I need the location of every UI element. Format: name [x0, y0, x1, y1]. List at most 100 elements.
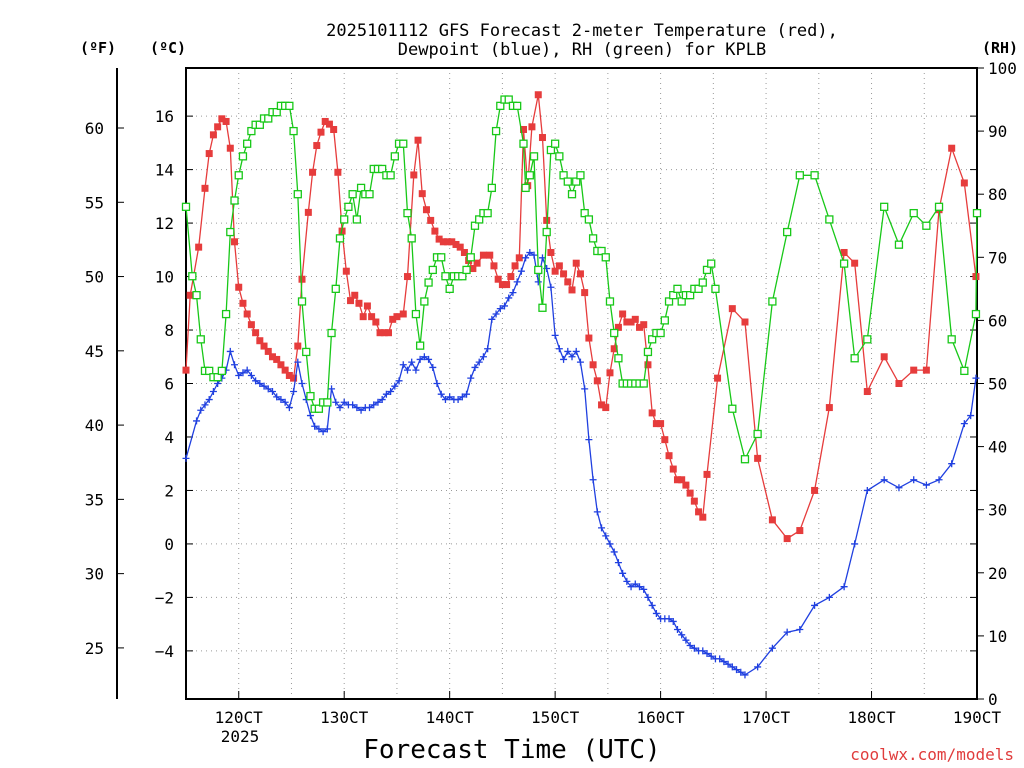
fahrenheit-tick-label: 50: [85, 268, 104, 287]
x-tick-label: 190CT: [953, 708, 1002, 727]
dewpoint-point: [353, 404, 361, 412]
rh-point: [213, 373, 222, 382]
rh-point: [580, 208, 589, 218]
dewpoint-point: [332, 398, 340, 406]
dewpoint-point: [513, 278, 521, 286]
temperature-point: [304, 208, 312, 216]
temperature-point: [389, 315, 397, 323]
temperature-point: [534, 91, 542, 99]
dewpoint-point: [840, 583, 848, 591]
rh-point: [348, 190, 357, 199]
rh-point: [563, 177, 572, 186]
temperature-point: [439, 238, 447, 246]
dewpoint-point: [585, 436, 593, 444]
rh-point: [707, 259, 716, 268]
temperature-point: [273, 355, 281, 363]
temperature-point: [486, 251, 494, 259]
dewpoint-point: [463, 390, 471, 398]
rh-point: [462, 265, 471, 275]
rh-point: [922, 221, 931, 230]
temperature-point: [252, 329, 260, 337]
dewpoint-point: [967, 412, 975, 420]
dewpoint-point: [328, 385, 336, 393]
temperature-point: [695, 508, 703, 516]
rh-point: [264, 114, 273, 123]
temperature-point: [581, 289, 589, 297]
celsius-tick-label: 8: [164, 321, 174, 340]
credit-text: coolwx.com/models: [850, 745, 1014, 764]
temperature-point: [644, 361, 652, 369]
dewpoint-point: [408, 358, 416, 366]
rh-point: [572, 177, 581, 186]
rh-point: [230, 196, 239, 205]
temperature-point: [652, 420, 660, 428]
temperature-point: [372, 318, 380, 326]
dewpoint-point: [319, 428, 327, 436]
rh-point: [740, 455, 750, 464]
rh-point: [483, 208, 492, 218]
rh-point: [487, 183, 497, 193]
dewpoint-point: [572, 347, 580, 355]
dewpoint-point: [231, 361, 239, 369]
dewpoint-point: [665, 615, 673, 623]
dewpoint-point: [547, 283, 555, 291]
dewpoint-point: [796, 625, 804, 633]
dewpoint-point: [336, 404, 344, 412]
temperature-point: [321, 117, 329, 125]
temperature-point: [473, 259, 481, 267]
dewpoint-point: [488, 315, 496, 323]
temperature-point: [399, 310, 407, 318]
rh-point: [378, 164, 387, 174]
rh-point: [504, 95, 513, 104]
temperature-point: [182, 366, 190, 374]
dewpoint-point: [610, 548, 618, 556]
temperature-point: [593, 377, 601, 385]
x-tick-label: 140CT: [426, 708, 475, 727]
rh-point: [894, 240, 904, 249]
fahrenheit-tick-label: 45: [85, 342, 104, 361]
dewpoint-point: [374, 398, 382, 406]
temperature-point: [507, 273, 515, 281]
rh-point: [664, 297, 674, 306]
rh-point: [356, 183, 366, 193]
temperature-point: [754, 454, 762, 462]
rh-point: [399, 139, 408, 148]
temperature-point: [277, 361, 285, 369]
dewpoint-point: [479, 353, 487, 361]
temperature-point: [648, 409, 656, 417]
temperature-point: [690, 497, 698, 505]
dewpoint-point: [606, 540, 614, 548]
dewpoint-point: [652, 609, 660, 617]
rh-point: [648, 335, 657, 344]
dewpoint-point: [851, 540, 859, 548]
temperature-point: [334, 168, 342, 176]
dewpoint-point: [395, 377, 403, 385]
dewpoint-point: [581, 385, 589, 393]
dewpoint-point: [644, 593, 652, 601]
rh-point: [694, 284, 703, 294]
rh-point: [407, 234, 416, 243]
rh-point: [519, 139, 528, 148]
temperature-point: [427, 216, 435, 224]
data-series: [181, 91, 982, 679]
temperature-point: [678, 476, 686, 484]
temperature-point: [490, 262, 498, 270]
temperature-point: [768, 516, 776, 524]
rh-point: [850, 354, 859, 363]
rh-tick-label: 100: [988, 59, 1017, 78]
celsius-tick-label: 6: [164, 375, 174, 394]
temperature-point: [384, 329, 392, 337]
temperature-point: [515, 254, 523, 262]
dewpoint-point: [720, 658, 728, 666]
dewpoint-point: [728, 663, 736, 671]
temperature-point: [347, 297, 355, 305]
dewpoint-point: [707, 652, 715, 660]
temperature-point: [186, 291, 194, 299]
temperature-point: [585, 334, 593, 342]
rh-point: [205, 366, 214, 376]
dewpoint-point: [366, 404, 374, 412]
rh-point: [555, 152, 564, 161]
rh-point: [971, 309, 981, 319]
temperature-point: [640, 321, 648, 329]
celsius-tick-label: 14: [155, 161, 174, 180]
